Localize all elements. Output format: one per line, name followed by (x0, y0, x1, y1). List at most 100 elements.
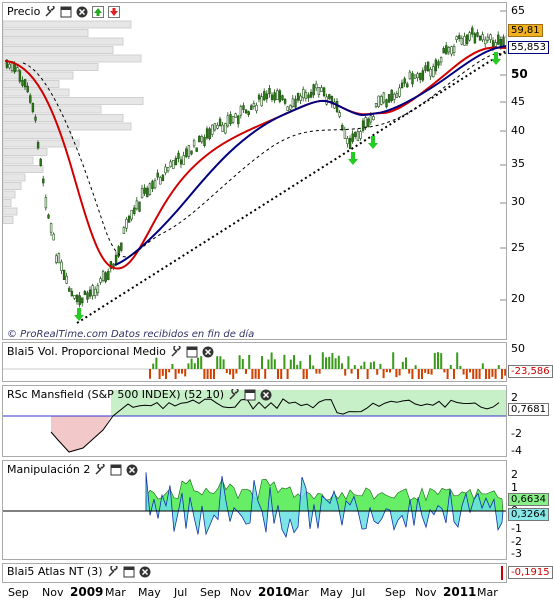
volume-bar-negative (209, 369, 212, 379)
candle-body (439, 57, 443, 63)
price-chart[interactable]: Precio © ProRealTime.com Datos recibidos… (2, 2, 507, 340)
volume-bar-negative (277, 369, 279, 379)
candle-body (34, 116, 37, 121)
candle-body (489, 34, 492, 40)
candle-body (78, 295, 81, 305)
candle-body (203, 137, 206, 146)
volume-bar-negative (203, 369, 206, 379)
window-icon[interactable] (244, 389, 256, 401)
volume-bar-negative (453, 369, 455, 379)
volume-bar-negative (245, 369, 247, 374)
arrow-down-icon[interactable] (108, 5, 121, 18)
volume-bar-negative (494, 369, 497, 379)
candle-body (200, 136, 204, 143)
volume-chart[interactable]: Blai5 Vol. Proporcional Medio (2, 342, 507, 382)
candle-body (424, 65, 427, 71)
volume-bar-positive (337, 355, 340, 369)
moving-average-blue (114, 45, 506, 266)
volume-bar-positive (331, 353, 334, 369)
candle-body (13, 63, 16, 73)
volume-profile-bar (3, 173, 26, 182)
moving-average-red (4, 46, 506, 270)
candle-body (192, 140, 196, 147)
window-icon[interactable] (110, 464, 122, 476)
candle-body (70, 290, 74, 297)
candle-body (478, 35, 482, 41)
volume-bar-negative (475, 369, 478, 379)
volume-bar-positive (283, 354, 286, 369)
volume-bar-positive (456, 352, 459, 369)
volume-tick: 50 (511, 342, 525, 355)
volume-bar-negative (382, 369, 385, 379)
window-icon[interactable] (123, 566, 135, 578)
month-label: Sep (8, 586, 29, 599)
candle-body (393, 93, 396, 100)
candle-body (231, 116, 235, 123)
volume-profile-bar (3, 182, 22, 190)
candle-body (86, 292, 89, 300)
candle-body (338, 112, 341, 117)
volume-bar-positive (347, 356, 350, 369)
candle-body (226, 115, 230, 127)
candle-body (281, 95, 284, 101)
close-icon[interactable] (126, 464, 138, 476)
close-icon[interactable] (76, 6, 88, 18)
volume-bar-positive (155, 357, 158, 369)
candle-body (400, 82, 404, 89)
rsc-chart[interactable]: RSc Mansfield (S&P 500 INDEX) (52 10) (2, 385, 507, 457)
candle-body (16, 67, 19, 72)
candle-body (289, 105, 292, 110)
arrow-up-icon[interactable] (92, 5, 105, 18)
wrench-icon[interactable] (94, 463, 106, 476)
candle-body (164, 166, 167, 174)
volume-bar-negative (318, 369, 321, 374)
close-icon[interactable] (139, 566, 151, 578)
volume-bar-negative (398, 369, 401, 376)
price-svg (3, 10, 506, 324)
candle-body (416, 73, 419, 78)
volume-bar-negative (366, 369, 369, 379)
volume-bar-negative (417, 369, 420, 379)
candle-body (52, 233, 55, 241)
volume-profile-bar (3, 88, 70, 97)
wrench-icon[interactable] (107, 565, 119, 578)
volume-bar-positive (152, 363, 155, 369)
atlas-chart[interactable]: Blai5 Atlas NT (3) (2, 563, 507, 583)
rsc-scale: 2 0 -2 -4 0,7681 (507, 385, 554, 457)
candle-body (130, 209, 133, 220)
candle-body (83, 290, 87, 296)
volume-bar-positive (459, 365, 462, 369)
price-scale: 65 60 50 45 40 35 30 25 20 59,81 55,853 (507, 0, 554, 340)
candle-body (174, 157, 178, 166)
volume-bar-negative (177, 369, 180, 374)
volume-bar-positive (219, 356, 222, 369)
wrench-icon[interactable] (170, 345, 182, 358)
volume-bar-positive (373, 361, 375, 369)
close-icon[interactable] (202, 346, 214, 358)
candle-body (411, 73, 414, 85)
volume-bar-negative (235, 369, 238, 374)
candle-body (153, 180, 157, 189)
volume-profile-bar (3, 190, 16, 199)
window-icon[interactable] (60, 6, 72, 18)
price-tick: 65 (511, 4, 525, 17)
candle-body (31, 103, 35, 112)
volume-bar-positive (363, 361, 366, 369)
volume-bar-positive (433, 352, 436, 369)
candle-body (101, 271, 105, 281)
window-icon[interactable] (186, 346, 198, 358)
wrench-icon[interactable] (44, 5, 56, 18)
candle-body (260, 96, 263, 107)
atlas-value-badge: -0,1915 (508, 566, 553, 579)
volume-bar-negative (174, 369, 177, 379)
volume-bar-negative (389, 369, 391, 373)
candle-body (364, 117, 367, 128)
candle-body (39, 158, 42, 166)
volume-bar-positive (171, 363, 174, 369)
rsc-pane: RSc Mansfield (S&P 500 INDEX) (52 10) 2 … (0, 385, 554, 457)
manip-chart[interactable]: Manipulación 2 (2, 460, 507, 560)
volume-bar-negative (491, 369, 494, 377)
candle-body (348, 138, 352, 150)
close-icon[interactable] (260, 389, 272, 401)
wrench-icon[interactable] (228, 388, 240, 401)
